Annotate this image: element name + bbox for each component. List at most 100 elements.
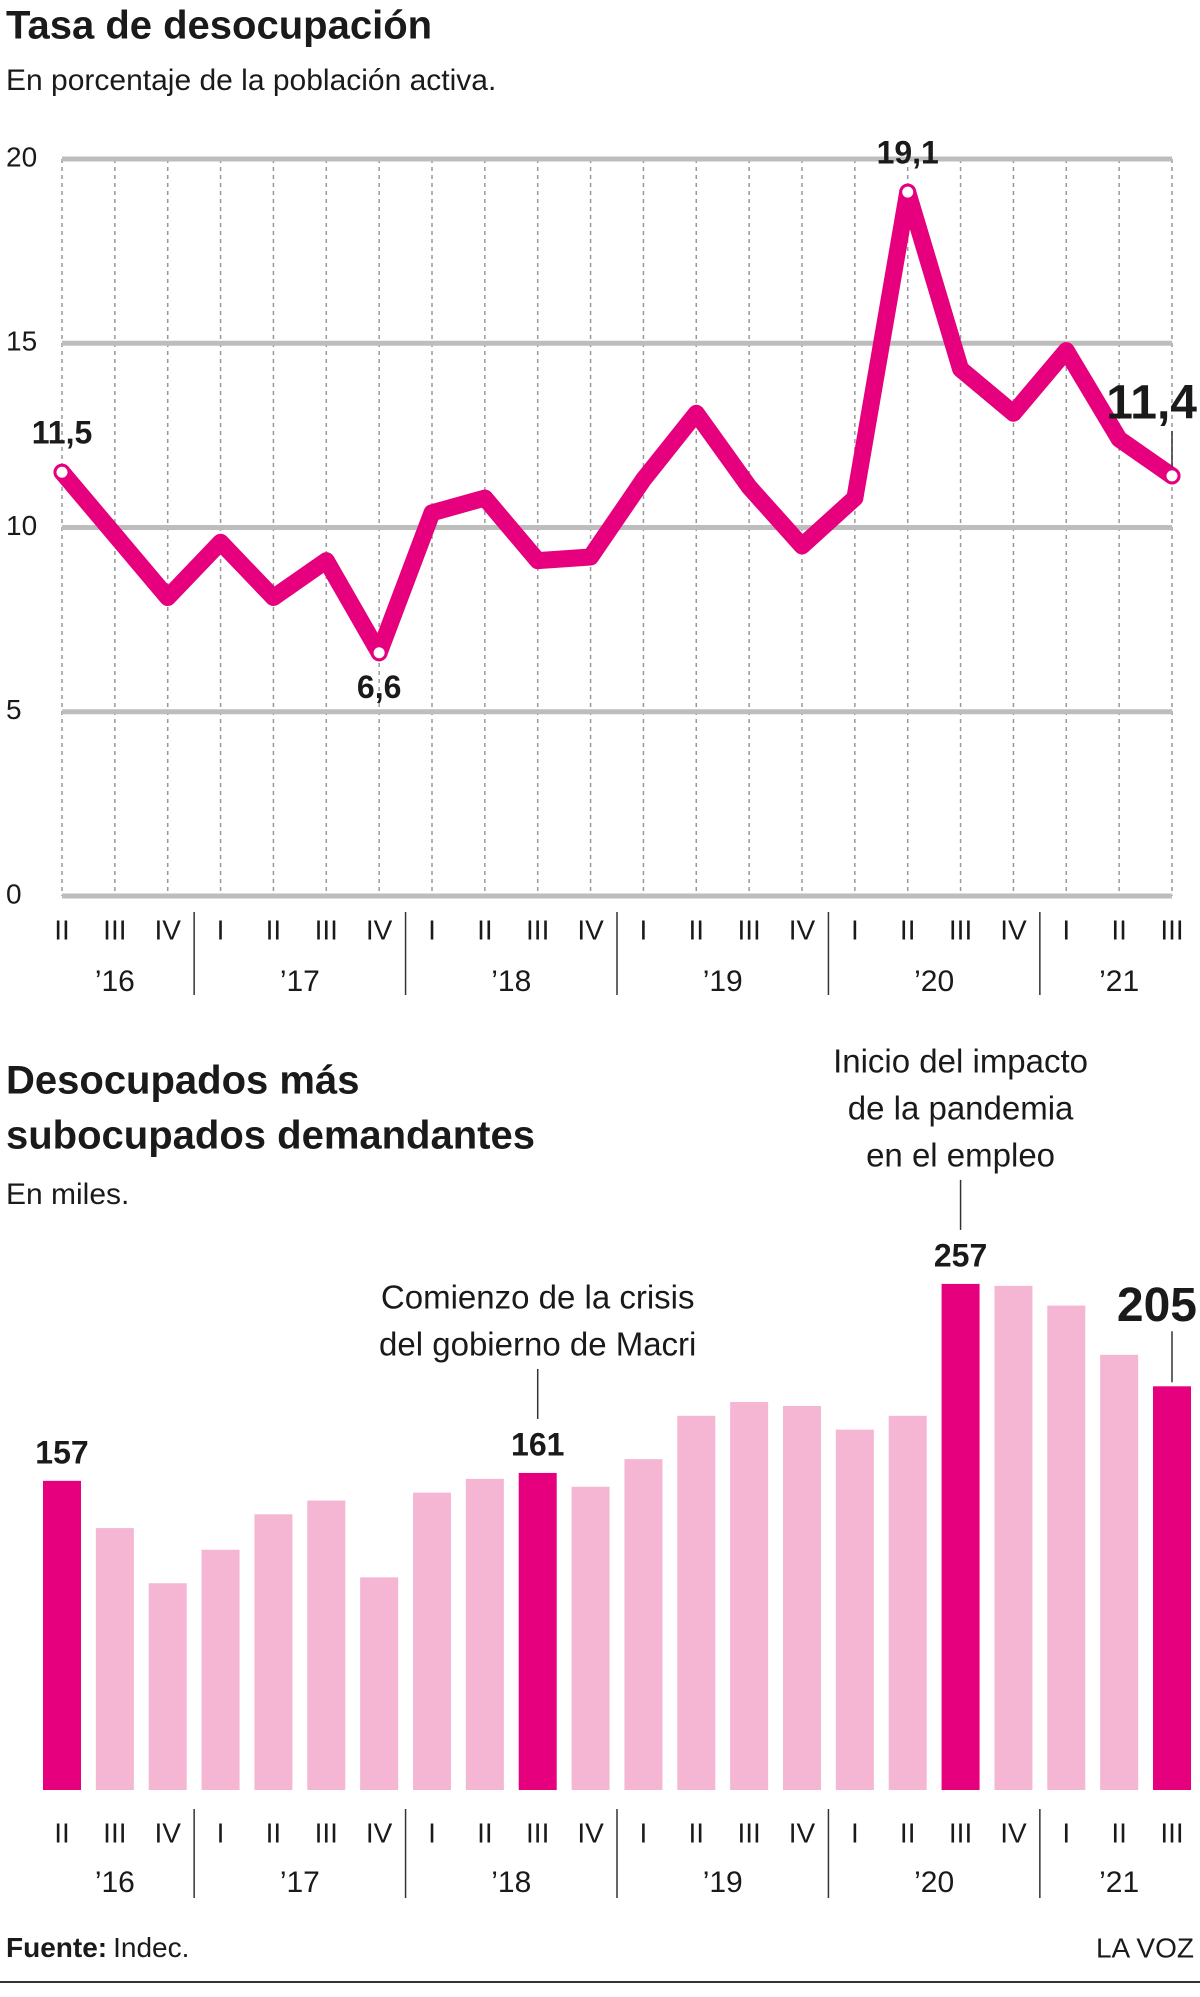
source-name: Indec. xyxy=(113,1932,189,1963)
value-label: 205 xyxy=(1117,1279,1197,1332)
x-tick-label: II xyxy=(477,1817,493,1848)
y-tick-label: 0 xyxy=(6,878,22,909)
x-tick-label: III xyxy=(737,1817,760,1848)
year-label: ’16 xyxy=(95,965,135,998)
x-tick-label: II xyxy=(266,914,282,945)
x-tick-label: III xyxy=(526,1817,549,1848)
bar xyxy=(307,1500,346,1790)
x-tick-label: I xyxy=(640,914,648,945)
bar xyxy=(941,1283,980,1790)
y-tick-label: 10 xyxy=(6,510,37,541)
bar xyxy=(148,1583,187,1790)
bar xyxy=(518,1472,557,1790)
x-tick-label: III xyxy=(315,1817,338,1848)
year-label: ’19 xyxy=(703,965,743,998)
year-label: ’16 xyxy=(95,1866,135,1899)
chart-subtitle: En porcentaje de la población activa. xyxy=(6,64,496,97)
annotation: del gobierno de Macri xyxy=(379,1326,696,1363)
value-label: 11,5 xyxy=(32,415,93,451)
value-label: 11,4 xyxy=(1106,377,1197,430)
x-tick-label: I xyxy=(851,1817,859,1848)
x-tick-label: III xyxy=(103,1817,126,1848)
bar xyxy=(677,1415,716,1790)
bar xyxy=(994,1285,1033,1790)
x-tick-label: IV xyxy=(789,1817,816,1848)
x-tick-label: III xyxy=(315,914,338,945)
chart-subtitle: En miles. xyxy=(6,1178,129,1211)
x-tick-label: III xyxy=(526,914,549,945)
point xyxy=(1163,467,1181,485)
x-tick-label: III xyxy=(737,914,760,945)
x-tick-label: I xyxy=(1062,1817,1070,1848)
bar xyxy=(624,1459,663,1790)
year-label: ’17 xyxy=(280,1866,320,1899)
x-tick-label: II xyxy=(477,914,493,945)
x-tick-label: III xyxy=(103,914,126,945)
x-tick-label: II xyxy=(689,1817,705,1848)
bar xyxy=(201,1549,240,1790)
year-label: ’17 xyxy=(280,965,320,998)
point xyxy=(53,463,71,481)
x-tick-label: II xyxy=(900,914,916,945)
y-tick-label: 15 xyxy=(6,326,37,357)
x-tick-label: I xyxy=(217,914,225,945)
year-label: ’20 xyxy=(914,1866,954,1899)
x-tick-label: III xyxy=(949,914,972,945)
bar xyxy=(1047,1305,1086,1790)
source-label: Fuente: xyxy=(6,1932,107,1963)
year-label: ’19 xyxy=(703,1866,743,1899)
bar xyxy=(1153,1386,1191,1790)
x-tick-label: II xyxy=(266,1817,282,1848)
point xyxy=(899,183,917,201)
x-tick-label: II xyxy=(1111,1817,1127,1848)
x-tick-label: IV xyxy=(154,1817,181,1848)
chart-title: Desocupados más xyxy=(6,1059,359,1103)
x-tick-label: IV xyxy=(1000,1817,1027,1848)
bar xyxy=(1100,1354,1139,1790)
x-tick-label: III xyxy=(949,1817,972,1848)
x-tick-label: III xyxy=(1160,1817,1183,1848)
chart-title: Tasa de desocupación xyxy=(6,4,432,48)
brand: LA VOZ xyxy=(1096,1932,1194,1963)
x-tick-label: I xyxy=(217,1817,225,1848)
bar xyxy=(730,1402,769,1790)
x-tick-label: I xyxy=(851,914,859,945)
bar xyxy=(571,1486,610,1790)
x-tick-label: IV xyxy=(789,914,816,945)
year-label: ’21 xyxy=(1099,1866,1139,1899)
bar xyxy=(465,1478,504,1790)
annotation: de la pandemia xyxy=(848,1090,1074,1127)
source: Fuente: Indec. xyxy=(6,1932,189,1963)
value-label: 19,1 xyxy=(877,135,939,171)
x-tick-label: IV xyxy=(366,1817,393,1848)
point xyxy=(370,644,388,662)
bar xyxy=(835,1429,874,1790)
line xyxy=(53,183,1181,662)
x-tick-label: III xyxy=(1160,914,1183,945)
x-tick-label: IV xyxy=(1000,914,1027,945)
x-tick-label: IV xyxy=(577,1817,604,1848)
x-tick-label: I xyxy=(640,1817,648,1848)
year-label: ’20 xyxy=(914,965,954,998)
year-label: ’18 xyxy=(491,1866,531,1899)
bar xyxy=(360,1577,399,1790)
x-tick-label: II xyxy=(689,914,705,945)
bar xyxy=(783,1406,821,1790)
x-tick-label: II xyxy=(54,1817,70,1848)
x-tick-label: II xyxy=(1111,914,1127,945)
x-tick-label: IV xyxy=(366,914,393,945)
x-tick-label: II xyxy=(900,1817,916,1848)
annotation: en el empleo xyxy=(866,1137,1055,1174)
x-tick-label: I xyxy=(428,1817,436,1848)
value-label: 257 xyxy=(934,1237,987,1273)
x-tick-label: I xyxy=(1062,914,1070,945)
y-tick-label: 20 xyxy=(6,141,37,172)
bar xyxy=(254,1514,293,1790)
year-label: ’21 xyxy=(1099,965,1139,998)
bar xyxy=(413,1492,451,1790)
year-label: ’18 xyxy=(491,965,531,998)
value-label: 6,6 xyxy=(357,669,401,705)
x-tick-label: IV xyxy=(577,914,604,945)
chart-title: subocupados demandantes xyxy=(6,1114,535,1158)
